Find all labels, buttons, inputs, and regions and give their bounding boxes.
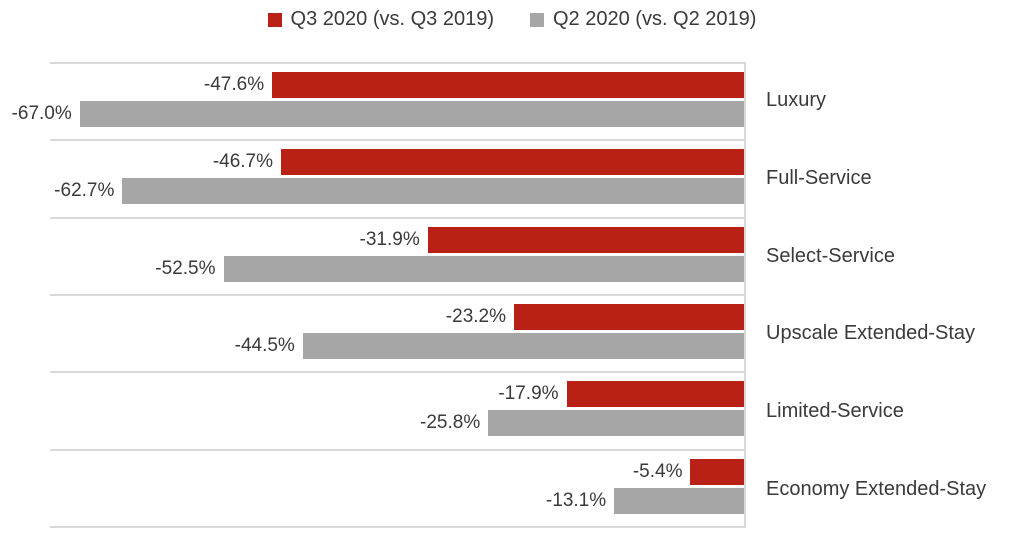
category-label-0: Luxury [766,89,827,112]
category-label-1: Full-Service [766,167,872,189]
category-row: Luxury [766,62,1024,140]
bar-q3-2[interactable] [427,226,744,253]
data-label-q3-0: -47.6% [203,74,265,95]
legend-item-q3-2020[interactable]: Q3 2020 (vs. Q3 2019) [267,8,494,31]
data-label-q2-0: -67.0% [11,103,72,124]
bar-q2-3[interactable] [302,332,744,359]
data-label-q2-5: -13.1% [545,489,607,511]
category-row: Limited-Service [766,373,1024,451]
legend-swatch-q3-icon [267,12,282,27]
plot-area: -47.6% -67.0% -46.7% -62.7% -31.9% -52.5% -23.… [12,62,746,528]
bar-q3-0[interactable] [272,72,744,98]
bar-q2-4[interactable] [488,410,744,437]
legend-label-q3: Q3 2020 (vs. Q3 2019) [290,8,494,30]
legend-swatch-q2-icon [530,12,544,27]
bar-q3-4[interactable] [566,381,744,408]
category-band: -23.2% -44.5% [50,293,744,371]
category-band: -46.7% -62.7% [50,139,744,216]
category-row: Economy Extended-Stay [766,450,1024,528]
category-row: Select-Service [766,217,1024,295]
bar-q3-3[interactable] [514,303,744,330]
data-label-q3-5: -5.4% [632,460,683,482]
category-row: Full-Service [766,140,1024,218]
data-label-q3-1: -46.7% [212,151,274,173]
data-label-q2-3: -44.5% [234,334,295,356]
data-label-q2-2: -52.5% [155,257,216,279]
data-label-q3-2: -31.9% [359,228,420,250]
legend-item-q2-2020[interactable]: Q2 2020 (vs. Q2 2019) [530,8,756,31]
bar-q3-5[interactable] [690,458,744,485]
legend: Q3 2020 (vs. Q3 2019) Q2 2020 (vs. Q2 20… [0,8,1024,31]
data-label-q2-1: -62.7% [54,180,115,202]
category-band: -5.4% -13.1% [50,448,744,528]
category-axis: Luxury Full-Service Select-Service Upscale … [766,62,1024,528]
category-label-4: Limited-Service [766,400,904,423]
category-label-2: Select-Service [766,244,895,267]
bar-q2-1[interactable] [122,178,744,205]
legend-label-q2: Q2 2020 (vs. Q2 2019) [553,8,757,30]
data-label-q3-3: -23.2% [445,305,506,327]
category-label-3: Upscale Extended-Stay [766,322,976,345]
bar-q2-0[interactable] [79,101,744,127]
category-band: -31.9% -52.5% [50,216,744,294]
bar-q2-2[interactable] [223,255,744,282]
bar-q3-1[interactable] [281,149,744,176]
bar-q2-5[interactable] [614,487,744,514]
data-label-q2-4: -25.8% [420,412,481,434]
category-label-5: Economy Extended-Stay [766,477,987,500]
data-label-q3-4: -17.9% [498,383,559,405]
category-row: Upscale Extended-Stay [766,295,1024,373]
category-band: -17.9% -25.8% [50,371,744,448]
category-band: -47.6% -67.0% [12,62,744,139]
